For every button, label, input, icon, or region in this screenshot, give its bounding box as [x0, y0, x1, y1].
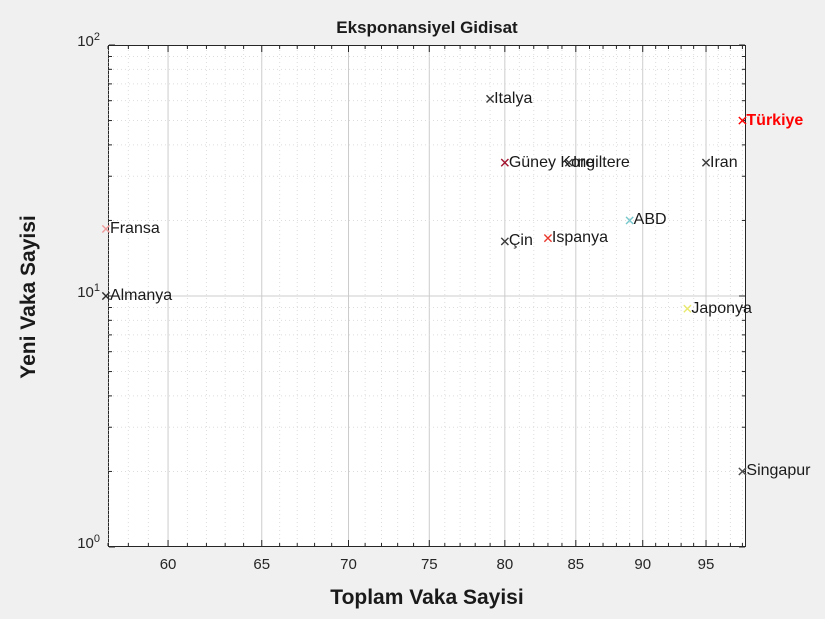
point-label-abd: ABD — [633, 211, 667, 229]
x-tick-label: 80 — [496, 556, 514, 573]
point-label-italya: Italya — [494, 89, 533, 107]
marker-x-türkiye — [738, 116, 747, 125]
x-tick-label: 75 — [420, 556, 438, 573]
point-label-japonya: Japonya — [691, 299, 752, 317]
y-tick-label: 101 — [77, 282, 100, 301]
marker-x-abd — [625, 216, 634, 225]
x-tick-label: 90 — [634, 556, 652, 573]
marker-x-güney-kore — [500, 158, 509, 167]
point-label-ingiltere: Ingiltere — [572, 153, 630, 171]
x-tick-label: 65 — [253, 556, 271, 573]
point-label-iran: Iran — [710, 153, 738, 171]
point-label-türkiye: Türkiye — [746, 111, 804, 129]
point-label-singapur: Singapur — [746, 462, 811, 480]
point-label-ispanya: Ispanya — [551, 229, 608, 247]
x-tick-label: 95 — [697, 556, 715, 573]
marker-x-singapur — [738, 467, 747, 476]
x-axis-label: Toplam Vaka Sayisi — [330, 586, 524, 609]
x-tick-label: 60 — [159, 556, 177, 573]
marker-x-almanya — [101, 291, 111, 301]
y-tick-label: 102 — [77, 31, 100, 50]
x-tick-label: 70 — [340, 556, 357, 573]
marker-x-japonya — [683, 304, 692, 313]
marker-x-fransa — [101, 224, 111, 234]
point-label-almanya: Almanya — [109, 287, 173, 304]
x-tick-label: 85 — [567, 556, 585, 573]
marker-x-italya — [486, 94, 495, 103]
point-label-çin: Çin — [508, 232, 533, 250]
marker-x-iran — [701, 158, 711, 167]
marker-x-ingiltere — [564, 158, 573, 167]
marker-x-ispanya — [543, 234, 553, 243]
marker-x-çin — [500, 237, 509, 246]
point-label-fransa: Fransa — [109, 219, 160, 237]
y-axis-label: Yeni Vaka Sayisi — [17, 215, 40, 379]
chart-title: Eksponansiyel Gidisat — [336, 18, 518, 37]
y-tick-label: 100 — [77, 533, 100, 552]
point-label-güney-kore: Güney Kore — [508, 153, 595, 171]
